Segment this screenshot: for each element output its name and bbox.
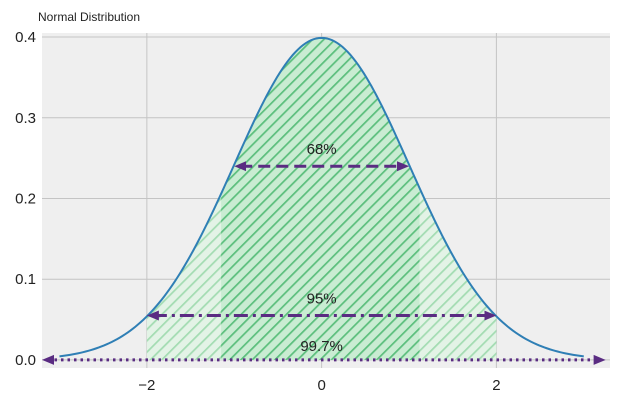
y-tick-label: 0.4 [15,29,36,46]
label-dashed: 68% [307,141,337,158]
label-dotted: 99.7% [300,338,343,355]
x-tick-label: −2 [138,377,155,394]
x-tick-label: 2 [492,377,500,394]
y-tick-label: 0.1 [15,271,36,288]
y-tick-label: 0.2 [15,190,36,207]
y-tick-label: 0.3 [15,110,36,127]
y-tick-label: 0.0 [15,352,36,369]
chart-title: Normal Distribution [38,10,141,24]
x-tick-label: 0 [317,377,325,394]
region-68-fill [221,37,420,360]
label-dashdot: 95% [307,291,337,308]
